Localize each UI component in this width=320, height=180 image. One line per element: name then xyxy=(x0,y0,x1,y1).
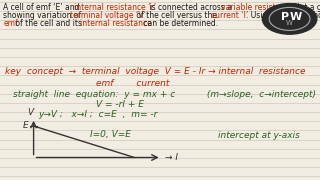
Text: emf        current: emf current xyxy=(96,79,169,88)
Text: internal resistance ‘r’: internal resistance ‘r’ xyxy=(74,3,156,12)
Text: y→V ;   x→I ;  c=E  ,  m= -r: y→V ; x→I ; c=E , m= -r xyxy=(38,110,158,119)
Circle shape xyxy=(262,4,317,34)
Text: showing variation of: showing variation of xyxy=(3,11,84,20)
Text: is connected across a: is connected across a xyxy=(147,3,235,12)
Text: → I: → I xyxy=(165,153,178,162)
Text: variable resistor ‘R’: variable resistor ‘R’ xyxy=(221,3,296,12)
Text: I=0, V=E: I=0, V=E xyxy=(90,130,131,140)
Text: . Using the plot, show how the: . Using the plot, show how the xyxy=(246,11,320,20)
Text: A cell of emf ‘E’ and: A cell of emf ‘E’ and xyxy=(3,3,82,12)
Text: internal resistance: internal resistance xyxy=(80,19,152,28)
Text: key  concept  →  terminal  voltage  V = E - Ir → internal  resistance: key concept → terminal voltage V = E - I… xyxy=(5,68,305,76)
Text: emf: emf xyxy=(3,19,18,28)
Text: current ‘I’: current ‘I’ xyxy=(211,11,248,20)
Text: E: E xyxy=(23,122,28,130)
Text: intercept at y-axis: intercept at y-axis xyxy=(218,130,300,140)
Text: . Plot a graph: . Plot a graph xyxy=(288,3,320,12)
Text: of the cell and its: of the cell and its xyxy=(13,19,84,28)
Text: W: W xyxy=(286,20,293,26)
Text: of the cell versus the: of the cell versus the xyxy=(134,11,220,20)
Text: V = -rI + E: V = -rI + E xyxy=(96,100,144,109)
Text: W: W xyxy=(290,12,302,22)
Text: can be determined.: can be determined. xyxy=(141,19,218,28)
Text: terminal voltage ‘V’: terminal voltage ‘V’ xyxy=(70,11,146,20)
Text: straight  line  equation:  y = mx + c           (m→slope,  c→intercept): straight line equation: y = mx + c (m→sl… xyxy=(13,90,316,99)
Text: V: V xyxy=(27,108,34,117)
Text: P: P xyxy=(282,12,290,22)
